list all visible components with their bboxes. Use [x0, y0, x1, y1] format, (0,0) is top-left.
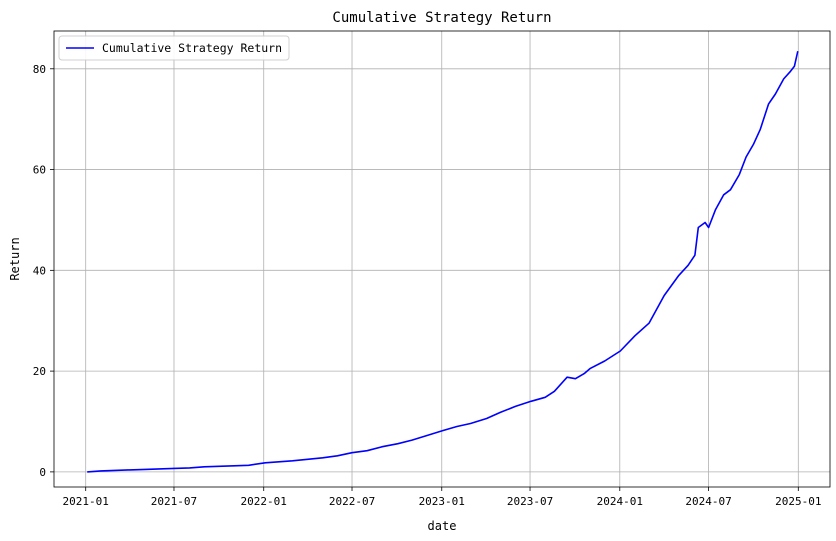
x-tick-label: 2023-07: [507, 495, 553, 508]
x-tick-label: 2024-07: [685, 495, 731, 508]
series-line: [87, 51, 799, 473]
grid: [54, 31, 830, 487]
y-axis-label: Return: [8, 237, 22, 280]
y-tick-label: 0: [39, 466, 46, 479]
y-tick-label: 20: [33, 365, 46, 378]
chart-title: Cumulative Strategy Return: [332, 10, 551, 26]
legend-box: [58, 35, 290, 61]
x-axis-label: date: [428, 519, 457, 533]
x-tick-label: 2022-07: [329, 495, 375, 508]
x-tick-label: 2025-01: [775, 495, 821, 508]
y-tick-label: 40: [33, 264, 46, 277]
x-axis: 2021-01 2021-07 2022-01 2022-07 2023-01 2023-…: [63, 487, 821, 508]
x-tick-label: 2021-01: [63, 495, 109, 508]
y-tick-label: 80: [33, 63, 46, 76]
legend: Cumulative Strategy Return: [58, 35, 290, 61]
y-tick-label: 60: [33, 164, 46, 177]
x-tick-label: 2021-07: [151, 495, 197, 508]
y-axis: 0 20 40 60 80: [33, 63, 54, 479]
x-tick-label: 2024-01: [597, 495, 643, 508]
x-tick-label: 2023-01: [419, 495, 465, 508]
x-tick-label: 2022-01: [241, 495, 287, 508]
legend-label: Cumulative Strategy Return: [102, 41, 282, 55]
series-group: [87, 51, 799, 473]
